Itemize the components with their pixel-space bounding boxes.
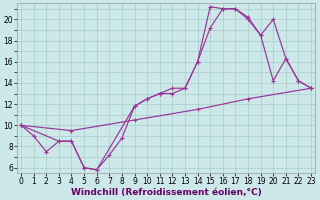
X-axis label: Windchill (Refroidissement éolien,°C): Windchill (Refroidissement éolien,°C) — [71, 188, 261, 197]
